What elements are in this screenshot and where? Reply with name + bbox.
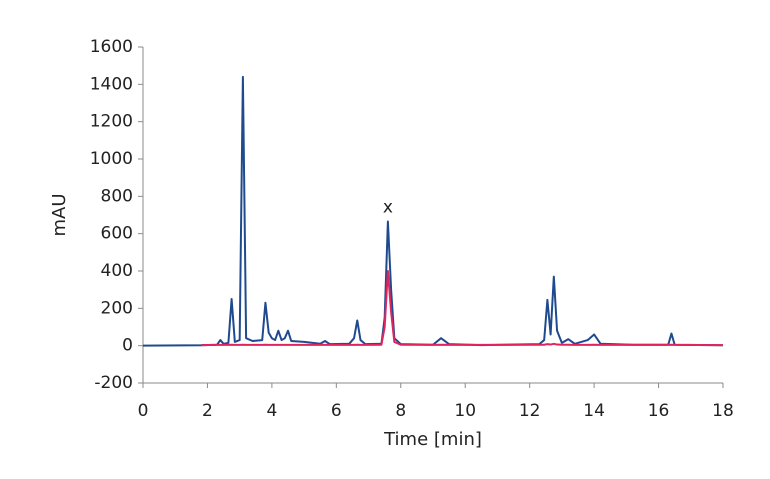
x-tick-label: 18	[712, 401, 734, 421]
y-tick-label: 200	[101, 298, 133, 318]
y-tick-label: 800	[101, 186, 133, 206]
x-tick-label: 16	[648, 401, 670, 421]
y-tick-label: 400	[101, 261, 133, 281]
series-line	[142, 75, 724, 347]
series-line	[200, 270, 724, 347]
x-tick-label: 8	[395, 401, 406, 421]
x-tick-label: 12	[519, 401, 541, 421]
x-tick-label: 14	[583, 401, 605, 421]
y-tick-label: 0	[122, 336, 133, 356]
y-axis-label: mAU	[49, 193, 70, 236]
x-tick-label: 4	[266, 401, 277, 421]
annotation: x	[383, 198, 393, 218]
y-tick-label: 1000	[90, 149, 133, 169]
x-tick-label: 0	[138, 401, 149, 421]
y-tick-label: 600	[101, 224, 133, 244]
y-tick-label: 1600	[90, 37, 133, 57]
y-tick-label: -200	[94, 373, 133, 393]
x-tick-label: 10	[454, 401, 476, 421]
y-tick-label: 1200	[90, 112, 133, 132]
x-tick-label: 2	[202, 401, 213, 421]
x-tick-label: 6	[331, 401, 342, 421]
y-tick-label: 1400	[90, 74, 133, 94]
x-axis-label: Time [min]	[383, 429, 482, 450]
